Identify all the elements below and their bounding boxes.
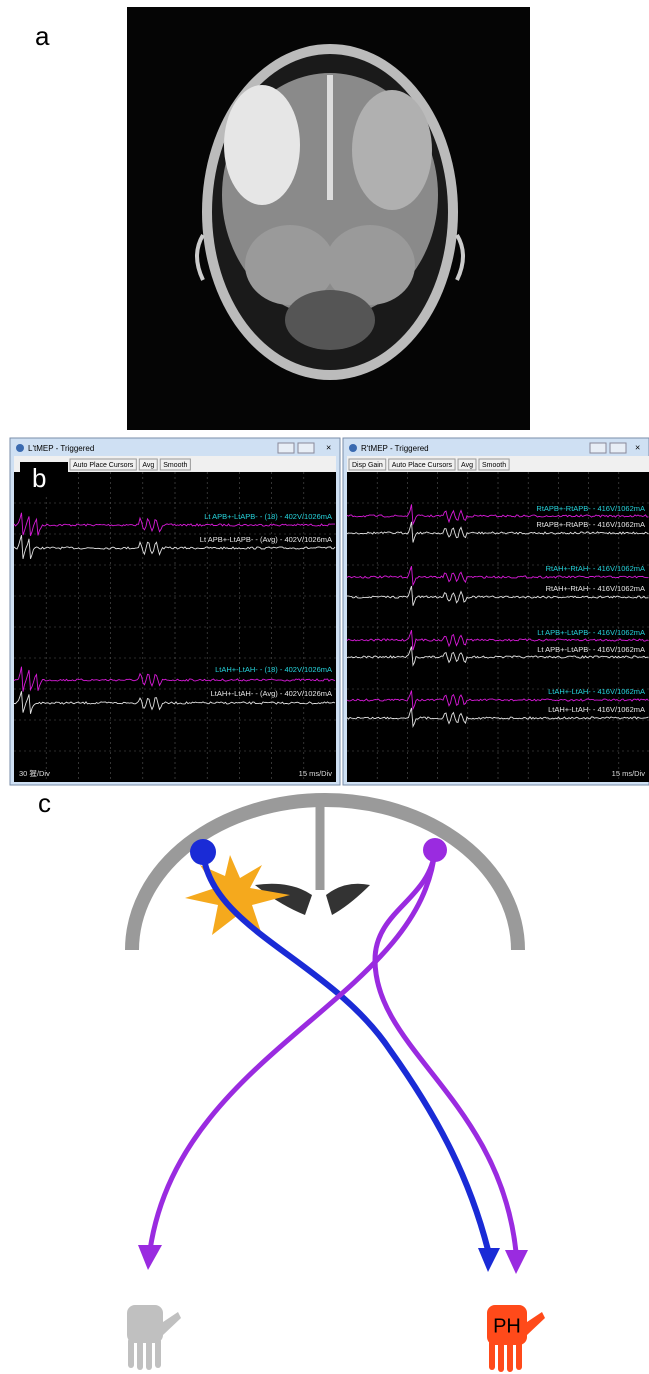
- trace-label: RtAH+-RtAH- - 416V/1062mA: [546, 584, 645, 593]
- trace-label: RtAH+-RtAH- - 416V/1062mA: [546, 564, 645, 573]
- button-frame: [138, 458, 158, 471]
- trace: [346, 646, 649, 667]
- button-frame: [159, 458, 191, 471]
- toolbar-button[interactable]: Auto Place Cursors: [73, 462, 134, 469]
- trace: [346, 707, 649, 728]
- mri-image: [127, 7, 530, 430]
- panel-label: c: [38, 788, 51, 818]
- trace-label: LtAH+-LtAH- - (18) - 402V/1026mA: [215, 665, 332, 674]
- scale-label: 15 ms/Div: [299, 769, 333, 778]
- trace-label: RtAPB+-RtAPB- - 416V/1062mA: [536, 504, 645, 513]
- trace-label: Lt APB+-LtAPB- - (18) - 402V/1026mA: [204, 512, 332, 521]
- trace-label: Lt APB+-LtAPB- - (Avg) - 402V/1026mA: [200, 535, 332, 544]
- button-frame: [348, 458, 387, 471]
- trace: [346, 566, 649, 587]
- trace-label: LtAH+-LtAH- - 416V/1062mA: [548, 687, 645, 696]
- toolbar-button[interactable]: Smooth: [482, 462, 506, 469]
- trace-label: Lt APB+-LtAPB- - 416V/1062mA: [537, 628, 645, 637]
- trace: [346, 690, 649, 711]
- trace: [346, 521, 649, 543]
- toolbar-button[interactable]: Avg: [142, 462, 154, 469]
- scale-label: 15 ms/Div: [612, 769, 646, 778]
- trace-label: Lt APB+-LtAPB- - 416V/1062mA: [537, 645, 645, 654]
- trace: [13, 666, 336, 692]
- hand-label: PH: [493, 1315, 521, 1337]
- toolbar-button[interactable]: Auto Place Cursors: [392, 462, 453, 469]
- toolbar-button[interactable]: Disp Gain: [352, 462, 383, 469]
- panel-label: a: [35, 21, 50, 51]
- trace-label: LtAH+-LtAH- - 416V/1062mA: [548, 705, 645, 714]
- panel-label: b: [32, 463, 46, 493]
- trace: [346, 504, 649, 526]
- trace: [346, 629, 649, 651]
- toolbar-button[interactable]: Avg: [461, 462, 473, 469]
- window-title: R'tMEP - Triggered: [361, 444, 429, 453]
- right-window: R'tMEP - Triggered ×: [342, 437, 649, 786]
- trace: [13, 512, 335, 536]
- trace: [13, 534, 336, 560]
- close-icon[interactable]: ×: [635, 442, 640, 452]
- button-frame: [388, 458, 456, 471]
- scale-label: 30 猩/Div: [19, 768, 50, 778]
- button-frame: [478, 458, 510, 471]
- close-icon[interactable]: ×: [326, 442, 331, 452]
- panel-label-box: [20, 462, 68, 497]
- trace: [13, 691, 336, 714]
- trace-label: LtAH+-LtAH- - (Avg) - 402V/1026mA: [211, 689, 332, 698]
- trace: [346, 585, 649, 606]
- window-title: L'tMEP - Triggered: [28, 444, 94, 453]
- trace-label: RtAPB+-RtAPB- - 416V/1062mA: [536, 520, 645, 529]
- button-frame: [69, 458, 137, 471]
- toolbar-button[interactable]: Smooth: [163, 462, 187, 469]
- button-frame: [457, 458, 477, 471]
- diagram: PH: [125, 793, 545, 1372]
